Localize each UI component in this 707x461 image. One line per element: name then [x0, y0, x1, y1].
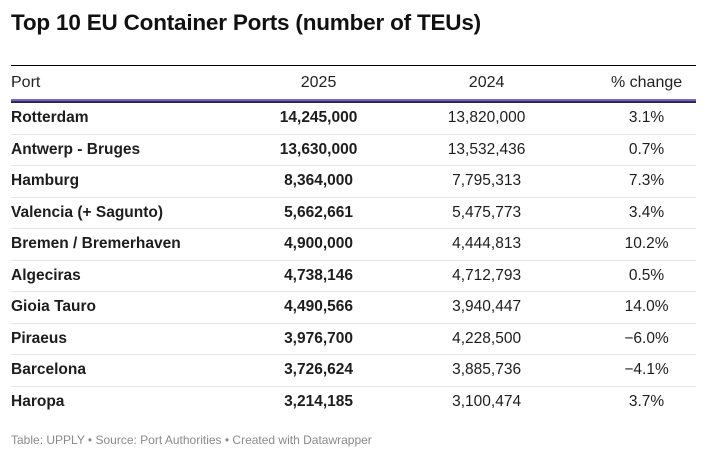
value-2024-cell: 3,940,447 — [376, 291, 598, 324]
port-cell: Rotterdam — [11, 101, 262, 135]
value-2025-cell: 4,738,146 — [261, 260, 377, 292]
table-row: Bremen / Bremerhaven 4,900,000 4,444,813 10… — [11, 228, 696, 261]
value-2024-cell: 13,820,000 — [376, 101, 598, 135]
change-cell: 3.4% — [597, 197, 696, 229]
value-2025-cell: 3,976,700 — [261, 323, 377, 355]
value-2024-cell: 3,885,736 — [376, 354, 598, 387]
header-row: Port 2025 2024 % change — [11, 66, 696, 101]
change-cell: 0.5% — [597, 260, 696, 292]
change-cell: 7.3% — [597, 165, 696, 198]
port-cell: Algeciras — [11, 260, 262, 292]
value-2024-cell: 7,795,313 — [376, 165, 598, 198]
value-2025-cell: 4,490,566 — [261, 291, 377, 324]
column-header-2024[interactable]: 2024 — [468, 73, 505, 91]
table-row: Algeciras 4,738,146 4,712,793 0.5% — [11, 260, 696, 292]
value-2025-cell: 8,364,000 — [261, 165, 377, 198]
table-row: Valencia (+ Sagunto) 5,662,661 5,475,773 3.… — [11, 197, 696, 229]
change-cell: 3.1% — [597, 101, 696, 135]
port-cell: Haropa — [11, 392, 65, 410]
value-2024-cell: 4,712,793 — [376, 260, 598, 292]
column-header-port[interactable]: Port — [11, 73, 41, 91]
value-2024-cell: 5,475,773 — [376, 197, 598, 229]
value-2024-cell: 4,444,813 — [376, 228, 598, 261]
change-cell: −6.0% — [597, 323, 696, 355]
chart-title: Top 10 EU Container Ports (number of TEU… — [11, 10, 481, 35]
change-cell: 14.0% — [597, 291, 696, 324]
ports-table: Port 2025 2024 % change Rotterdam 14,245,… — [11, 66, 696, 417]
port-cell: Hamburg — [11, 165, 262, 198]
port-cell: Barcelona — [11, 354, 262, 387]
port-cell: Valencia (+ Sagunto) — [11, 197, 262, 229]
table-row: Gioia Tauro 4,490,566 3,940,447 14.0% — [11, 291, 696, 324]
value-2025-cell: 4,900,000 — [261, 228, 377, 261]
table-row: Rotterdam 14,245,000 13,820,000 3.1% — [11, 101, 696, 135]
value-2025-cell: 13,630,000 — [261, 134, 377, 166]
table-row: Haropa 3,214,185 3,100,474 3.7% — [11, 386, 696, 417]
footer-credits: Table: UPPLY • Source: Port Authorities … — [11, 433, 372, 447]
column-header-2025[interactable]: 2025 — [300, 73, 337, 91]
table-row: Hamburg 8,364,000 7,795,313 7.3% — [11, 165, 696, 198]
table-row: Antwerp - Bruges 13,630,000 13,532,436 0.7% — [11, 134, 696, 166]
table-row: Piraeus 3,976,700 4,228,500 −6.0% — [11, 323, 696, 355]
change-cell: −4.1% — [597, 354, 696, 387]
port-cell: Gioia Tauro — [11, 291, 262, 324]
change-cell: 0.7% — [597, 134, 696, 166]
port-cell: Bremen / Bremerhaven — [11, 228, 262, 261]
change-cell: 3.7% — [628, 392, 665, 410]
table-body: Rotterdam 14,245,000 13,820,000 3.1% Antwerp… — [11, 101, 696, 417]
value-2025-cell: 5,662,661 — [261, 197, 377, 229]
header-divider — [11, 101, 696, 103]
change-cell: 10.2% — [597, 228, 696, 261]
value-2025-cell: 3,726,624 — [261, 354, 377, 387]
value-2025-cell: 14,245,000 — [261, 101, 377, 135]
port-cell: Antwerp - Bruges — [11, 134, 262, 166]
value-2024-cell: 4,228,500 — [376, 323, 598, 355]
value-2025-cell: 3,214,185 — [284, 392, 354, 410]
port-cell: Piraeus — [11, 323, 262, 355]
value-2024-cell: 3,100,474 — [452, 392, 522, 410]
value-2024-cell: 13,532,436 — [376, 134, 598, 166]
table-row: Barcelona 3,726,624 3,885,736 −4.1% — [11, 354, 696, 387]
column-header-change[interactable]: % change — [610, 73, 683, 91]
